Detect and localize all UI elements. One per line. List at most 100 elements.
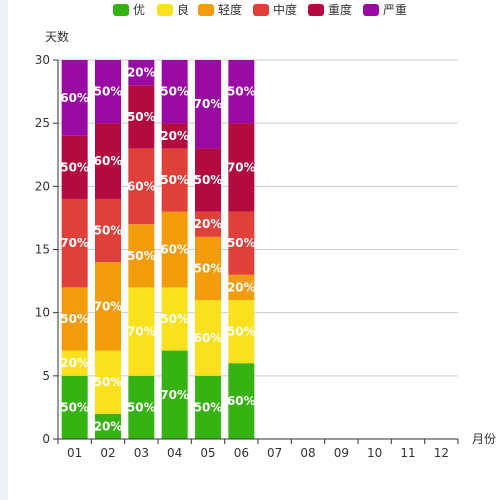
bar-06-series-1: [228, 300, 255, 364]
x-tick-label-11: 11: [400, 446, 415, 460]
legend-label-2[interactable]: 轻度: [218, 2, 242, 17]
bar-04-series-4: [161, 123, 188, 149]
y-tick-label-20: 20: [35, 179, 50, 193]
x-tick-label-01: 01: [67, 446, 82, 460]
x-tick-label-06: 06: [234, 446, 249, 460]
data-label-04-series-4: 20%: [160, 129, 189, 143]
bar-02-series-4: [95, 123, 121, 199]
data-label-03-series-0: 50%: [127, 400, 156, 414]
bar-04-series-5: [161, 60, 188, 124]
data-label-03-series-5: 20%: [127, 66, 156, 80]
data-label-05-series-1: 60%: [194, 331, 223, 345]
x-axis-label: 月份: [472, 432, 496, 446]
data-label-01-series-2: 50%: [60, 312, 89, 326]
bar-06-series-5: [228, 60, 255, 124]
x-tick-label-02: 02: [100, 446, 115, 460]
bars: 50% 20% 50% 70% 50% 60% 20% 50% 70% 50% 60% 50% 50% 7…: [60, 60, 256, 439]
bar-05-series-1: [195, 300, 221, 376]
legend-swatch-0[interactable]: [113, 4, 129, 16]
data-label-05-series-4: 50%: [194, 173, 223, 187]
data-label-02-series-2: 70%: [94, 299, 123, 313]
legend-swatch-4[interactable]: [308, 4, 324, 16]
data-label-02-series-3: 50%: [94, 224, 123, 238]
x-tick-label-07: 07: [267, 446, 282, 460]
data-label-06-series-5: 50%: [227, 85, 256, 99]
y-axis: 0 5 10 15 20 25 30: [35, 53, 59, 446]
bar-03-series-4: [128, 85, 155, 149]
data-label-02-series-5: 50%: [94, 85, 123, 99]
bar-01-series-1: [61, 350, 88, 376]
data-label-06-series-4: 70%: [227, 160, 256, 174]
bar-06-series-3: [228, 211, 255, 275]
bar-05-series-5: [195, 60, 221, 149]
x-tick-label-10: 10: [367, 446, 382, 460]
bar-02-series-1: [95, 350, 121, 414]
data-label-04-series-3: 50%: [160, 173, 189, 187]
data-label-03-series-2: 50%: [127, 249, 156, 263]
bar-02-series-2: [95, 262, 121, 351]
bar-01-series-3: [61, 198, 88, 288]
data-label-03-series-1: 70%: [127, 325, 156, 339]
legend-swatch-2[interactable]: [198, 4, 214, 16]
x-tick-label-05: 05: [200, 446, 215, 460]
data-label-03-series-3: 60%: [127, 179, 156, 193]
legend-swatch-5[interactable]: [363, 4, 379, 16]
data-label-05-series-5: 70%: [194, 97, 223, 111]
data-label-06-series-1: 50%: [227, 325, 256, 339]
data-label-02-series-1: 50%: [94, 375, 123, 389]
legend[interactable]: 优 良 轻度 中度 重度 严重: [113, 2, 407, 17]
y-tick-label-30: 30: [35, 53, 50, 67]
data-label-02-series-0: 20%: [94, 419, 123, 433]
bar-02-series-0: [95, 413, 121, 439]
legend-label-3[interactable]: 中度: [273, 2, 297, 17]
legend-swatch-1[interactable]: [157, 4, 173, 16]
bar-02-series-3: [95, 198, 121, 263]
x-tick-label-12: 12: [434, 446, 449, 460]
data-label-01-series-4: 50%: [60, 160, 89, 174]
y-tick-label-0: 0: [42, 432, 50, 446]
data-label-01-series-3: 70%: [60, 236, 89, 250]
data-label-06-series-2: 20%: [227, 280, 256, 294]
bar-01-series-5: [61, 60, 88, 136]
x-tick-label-09: 09: [334, 446, 349, 460]
data-label-04-series-2: 60%: [160, 243, 189, 257]
data-label-01-series-5: 60%: [60, 91, 89, 105]
data-label-05-series-0: 50%: [194, 400, 223, 414]
data-label-04-series-0: 70%: [160, 388, 189, 402]
bar-03-series-1: [128, 287, 155, 376]
bar-05-series-0: [195, 375, 221, 439]
bar-03-series-0: [128, 375, 155, 439]
data-label-05-series-3: 20%: [194, 217, 223, 231]
bar-03-series-3: [128, 148, 155, 225]
legend-label-4[interactable]: 重度: [328, 2, 352, 17]
y-tick-label-5: 5: [42, 369, 50, 383]
legend-label-5[interactable]: 严重: [383, 3, 407, 17]
bar-01-series-4: [61, 135, 88, 199]
legend-label-0[interactable]: 优: [133, 3, 145, 17]
data-label-01-series-0: 50%: [60, 400, 89, 414]
legend-swatch-3[interactable]: [253, 4, 269, 16]
bar-02-series-5: [95, 60, 121, 124]
data-label-01-series-1: 20%: [60, 356, 89, 370]
legend-label-1[interactable]: 良: [177, 2, 189, 17]
bar-05-series-4: [195, 148, 221, 212]
bar-01-series-2: [61, 287, 88, 351]
y-tick-label-10: 10: [35, 306, 50, 320]
data-label-06-series-0: 60%: [227, 394, 256, 408]
data-label-06-series-3: 50%: [227, 236, 256, 250]
bar-01-series-0: [61, 375, 88, 439]
x-axis: 01 02 03 04 05 06 07 08 09 10 11 12: [57, 438, 459, 460]
x-tick-label-08: 08: [300, 446, 315, 460]
bar-05-series-3: [195, 211, 221, 237]
data-label-05-series-2: 50%: [194, 261, 223, 275]
bar-03-series-2: [128, 224, 155, 288]
data-label-04-series-1: 50%: [160, 312, 189, 326]
bar-06-series-0: [228, 363, 255, 439]
y-axis-label: 天数: [45, 29, 69, 44]
data-label-03-series-4: 50%: [127, 110, 156, 124]
bar-04-series-0: [161, 350, 188, 439]
bar-03-series-5: [128, 60, 155, 86]
bar-05-series-2: [195, 236, 221, 301]
